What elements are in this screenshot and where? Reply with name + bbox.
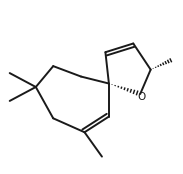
Text: O: O <box>138 92 146 102</box>
